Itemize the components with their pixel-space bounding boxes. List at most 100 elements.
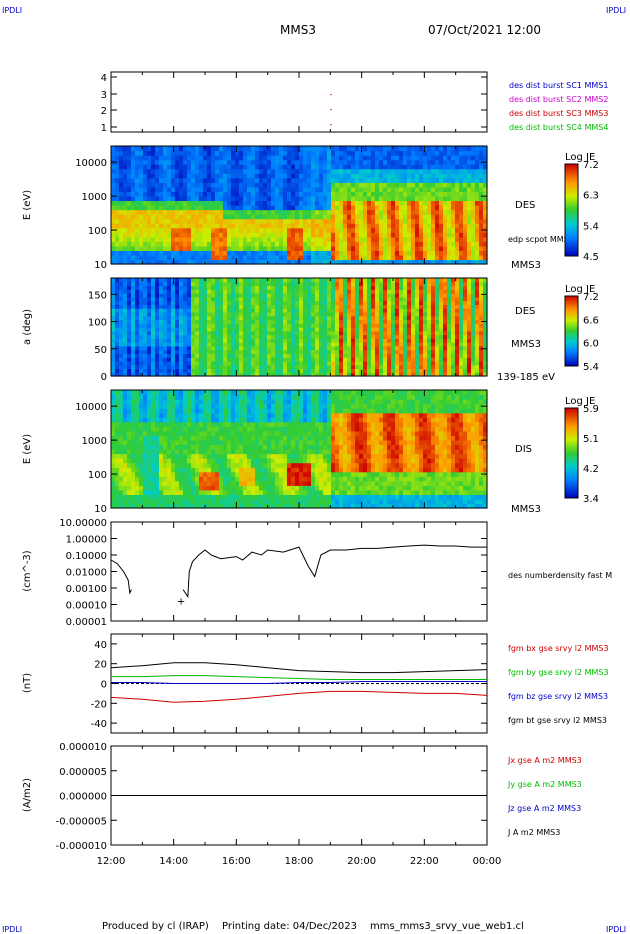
des-pitch-spectrogram-cell — [387, 364, 392, 370]
des-energy-spectrogram-cell — [443, 168, 448, 174]
des-pitch-spectrogram-cell — [367, 304, 372, 309]
des-pitch-spectrogram-cell — [139, 323, 144, 328]
des-pitch-spectrogram-cell — [163, 364, 168, 370]
des-pitch-spectrogram-cell — [479, 357, 484, 362]
des-pitch-spectrogram-cell — [227, 345, 232, 351]
des-energy-spectrogram-cell — [283, 150, 288, 156]
des-pitch-spectrogram-cell — [403, 315, 408, 321]
des-energy-spectrogram-cell — [191, 214, 196, 220]
des-energy-spectrogram-cell — [351, 168, 356, 174]
des-pitch-spectrogram-cell — [391, 315, 396, 321]
des-pitch-spectrogram-cell — [427, 315, 432, 321]
des-energy-spectrogram-cell — [199, 177, 204, 183]
des-pitch-spectrogram-cell — [195, 319, 200, 324]
des-pitch-spectrogram-cell — [147, 364, 152, 370]
des-pitch-spectrogram-cell — [355, 372, 360, 377]
des-energy-spectrogram-cell — [139, 218, 144, 224]
des-pitch-spectrogram-cell — [267, 304, 272, 309]
des-pitch-spectrogram-cell — [183, 372, 188, 377]
des-energy-spectrogram-cell — [123, 241, 128, 247]
des-pitch-spectrogram-cell — [363, 327, 368, 332]
des-pitch-spectrogram-cell — [443, 293, 448, 298]
des-energy-spectrogram-cell — [187, 159, 192, 165]
des-pitch-spectrogram-cell — [243, 323, 248, 328]
des-energy-spectrogram-cell — [479, 182, 484, 188]
des-energy-spectrogram-cell — [447, 195, 452, 202]
des-pitch-spectrogram-cell — [155, 308, 160, 313]
des-energy-spectrogram-cell — [127, 236, 132, 242]
des-energy-spectrogram-cell — [147, 259, 152, 265]
des-pitch-spectrogram-cell — [235, 368, 240, 373]
des-energy-spectrogram-cell — [183, 159, 188, 165]
des-pitch-spectrogram-cell — [403, 304, 408, 309]
des-pitch-spectrogram-cell — [395, 357, 400, 362]
des-energy-spectrogram-cell — [195, 227, 200, 233]
des-energy-spectrogram-cell — [123, 236, 128, 242]
des-pitch-spectrogram-cell — [359, 364, 364, 370]
des-pitch-spectrogram-cell — [239, 353, 244, 358]
des-pitch-spectrogram-cell — [375, 323, 380, 328]
des-energy-spectrogram-cell — [459, 177, 464, 183]
des-energy-spectrogram-cell — [155, 186, 160, 192]
des-pitch-spectrogram-cell — [483, 357, 488, 362]
des-pitch-spectrogram-cell — [207, 353, 212, 358]
des-energy-spectrogram-cell — [191, 186, 196, 192]
des-pitch-spectrogram-cell — [423, 368, 428, 373]
des-pitch-spectrogram-cell — [239, 327, 244, 332]
des-energy-spectrogram-cell — [159, 259, 164, 265]
des-energy-spectrogram-cell — [483, 218, 488, 224]
des-energy-spectrogram-cell — [215, 155, 220, 161]
des-energy-spectrogram-cell — [319, 236, 324, 242]
des-energy-spectrogram-cell — [419, 250, 424, 256]
des-pitch-spectrogram-cell — [451, 315, 456, 321]
des-energy-spectrogram-cell — [139, 168, 144, 174]
des-pitch-spectrogram-cell — [251, 304, 256, 309]
des-energy-spectrogram-cell — [287, 155, 292, 161]
des-energy-spectrogram-cell — [191, 168, 196, 174]
des-energy-spectrogram-cell — [143, 232, 148, 238]
des-pitch-spectrogram-cell — [155, 345, 160, 351]
des-energy-spectrogram-cell — [239, 209, 244, 215]
des-energy-spectrogram-cell — [207, 168, 212, 174]
des-pitch-spectrogram-cell — [427, 327, 432, 332]
des-energy-spectrogram-cell — [263, 173, 268, 179]
des-pitch-spectrogram-cell — [395, 334, 400, 339]
des-pitch-spectrogram-cell — [475, 345, 480, 351]
des-pitch-spectrogram-cell — [471, 327, 476, 332]
des-energy-spectrogram-cell — [303, 241, 308, 247]
des-pitch-spectrogram-cell — [407, 334, 412, 339]
des-pitch-spectrogram-cell — [363, 372, 368, 377]
des-pitch-spectrogram-cell — [159, 296, 164, 302]
des-energy-spectrogram-cell — [419, 168, 424, 174]
des-energy-spectrogram-cell — [351, 241, 356, 247]
des-pitch-spectrogram-cell — [191, 338, 196, 343]
des-energy-spectrogram-cell — [415, 159, 420, 165]
des-energy-spectrogram-cell — [339, 214, 344, 220]
des-energy-spectrogram-cell — [435, 159, 440, 165]
des-pitch-spectrogram-cell — [347, 357, 352, 362]
des-pitch-spectrogram-cell — [219, 323, 224, 328]
des-pitch-spectrogram-cell — [119, 334, 124, 339]
des-pitch-spectrogram-cell — [187, 311, 192, 317]
des-energy-spectrogram-cell — [315, 241, 320, 247]
des-pitch-spectrogram-cell — [267, 327, 272, 332]
des-pitch-spectrogram-cell — [343, 285, 348, 290]
des-pitch-spectrogram-cell — [455, 319, 460, 324]
des-pitch-spectrogram-cell — [363, 285, 368, 290]
des-pitch-spectrogram-cell — [247, 289, 252, 294]
des-pitch-spectrogram-cell — [335, 319, 340, 324]
des-energy-spectrogram-cell — [323, 195, 328, 202]
des-pitch-spectrogram-cell — [483, 300, 488, 305]
des-pitch-spectrogram-cell — [415, 315, 420, 321]
dis-energy-spectrogram-cell — [111, 444, 116, 450]
des-energy-spectrogram-cell — [207, 191, 212, 197]
des-energy-spectrogram-cell — [187, 227, 192, 233]
des-energy-spectrogram-cell — [443, 209, 448, 215]
des-pitch-spectrogram-cell — [251, 334, 256, 339]
des-pitch-spectrogram-cell — [315, 330, 320, 336]
des-pitch-spectrogram-cell — [143, 285, 148, 290]
des-pitch-spectrogram-cell — [363, 364, 368, 370]
des-energy-spectrogram-cell — [267, 241, 272, 247]
des-energy-spectrogram-cell — [459, 254, 464, 261]
des-energy-spectrogram-cell — [123, 227, 128, 233]
